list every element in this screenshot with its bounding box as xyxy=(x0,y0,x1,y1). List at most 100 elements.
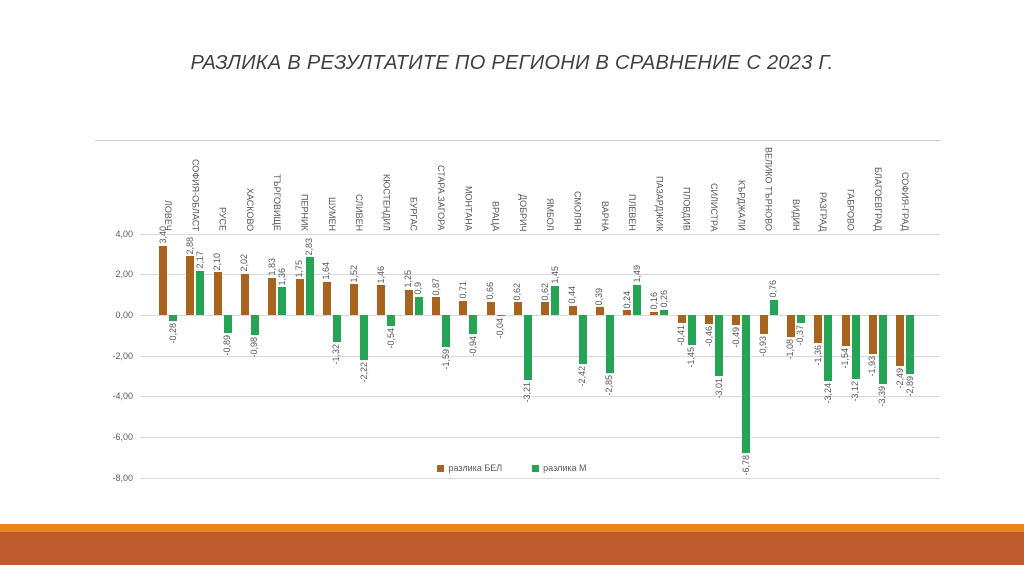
value-label: 1,46 xyxy=(375,265,386,284)
bar xyxy=(595,307,604,315)
bar xyxy=(496,315,505,316)
value-label: -0,89 xyxy=(222,335,233,356)
bar xyxy=(350,284,359,315)
legend-label-bel: разлика БЕЛ xyxy=(448,463,503,473)
category-label: ВЕЛИКО ТЪРНОВО xyxy=(763,147,774,231)
value-label: -0,93 xyxy=(758,335,769,357)
bar xyxy=(469,315,478,335)
bar xyxy=(633,284,642,315)
footer-accent-stripe xyxy=(0,524,1024,532)
gridline xyxy=(140,234,940,235)
bar xyxy=(278,287,287,315)
bar xyxy=(623,310,632,315)
bar xyxy=(213,272,222,315)
value-label: -0,49 xyxy=(730,327,741,348)
value-label: -1,54 xyxy=(840,348,850,369)
bar xyxy=(814,315,823,343)
bar xyxy=(650,311,659,315)
bar xyxy=(459,300,468,315)
value-label: 0,24 xyxy=(621,290,632,309)
category-label: ДОБРИЧ xyxy=(517,193,528,231)
gridline xyxy=(140,315,940,316)
bar xyxy=(906,315,915,374)
bar xyxy=(360,315,369,361)
bar xyxy=(541,302,550,315)
y-axis-tick-label: 4,00 xyxy=(115,229,133,239)
value-label: 0,62 xyxy=(539,282,550,301)
bar xyxy=(742,315,751,453)
chart-title: РАЗЛИКА В РЕЗУЛТАТИТЕ ПО РЕГИОНИ В СРАВН… xyxy=(190,52,834,74)
value-label: -0,37 xyxy=(795,324,806,346)
value-label: 1,52 xyxy=(348,264,359,283)
y-axis-tick-label: -8,00 xyxy=(112,473,133,483)
category-label: ПЛОВДИВ xyxy=(681,187,692,231)
category-label: ЛОВЕЧ xyxy=(163,200,173,231)
bar xyxy=(432,297,440,315)
bar xyxy=(196,270,205,315)
bar xyxy=(578,315,587,365)
y-axis-tick-label: 2,00 xyxy=(115,269,133,279)
bar xyxy=(486,301,495,315)
bar xyxy=(442,315,450,348)
category-label: ВИДИН xyxy=(790,199,801,231)
value-label: 1,49 xyxy=(631,265,642,283)
bar xyxy=(786,315,795,337)
category-label: КЮСТЕНДИЛ xyxy=(381,174,392,231)
value-label: 2,17 xyxy=(194,251,205,269)
value-label: 1,64 xyxy=(321,262,332,280)
bar xyxy=(841,315,850,347)
bar xyxy=(268,277,277,315)
bar xyxy=(250,315,259,335)
value-label: 3,40 xyxy=(157,226,168,244)
value-label: 0,39 xyxy=(594,287,605,306)
value-label: -0,54 xyxy=(385,328,396,349)
bar xyxy=(551,285,560,315)
category-label: ШУМЕН xyxy=(326,197,337,231)
category-label: ХАСКОВО xyxy=(244,187,255,231)
category-label: КЪРДЖАЛИ xyxy=(736,180,747,231)
bar xyxy=(705,315,713,325)
bar xyxy=(605,315,614,373)
value-label: -3,12 xyxy=(850,380,860,402)
value-label: -0,41 xyxy=(676,325,687,346)
bar xyxy=(677,315,686,324)
category-label: РАЗГРАД xyxy=(818,191,829,231)
bar xyxy=(305,257,314,315)
value-label: -2,42 xyxy=(577,366,587,387)
value-label: 1,75 xyxy=(294,259,304,278)
category-label: СМОЛЯН xyxy=(572,191,583,231)
legend-swatch-m xyxy=(532,464,540,472)
category-label: СЛИВЕН xyxy=(354,193,365,231)
value-label: 0,9 xyxy=(413,282,424,295)
category-label: ВРАЦА xyxy=(490,200,501,231)
chart-legend: разлика БЕЛ разлика М xyxy=(0,463,1024,473)
value-label: 2,02 xyxy=(239,254,250,272)
value-label: 1,36 xyxy=(276,267,287,286)
legend-label-m: разлика М xyxy=(543,463,587,473)
category-label: СИЛИСТРА xyxy=(709,182,719,231)
value-label: 0,71 xyxy=(457,281,468,299)
value-label: -0,98 xyxy=(249,336,260,358)
value-label: -2,22 xyxy=(358,362,369,383)
bar xyxy=(223,315,232,334)
bar xyxy=(715,315,723,377)
value-label: 0,26 xyxy=(658,290,669,308)
category-label: СОФИЯ-ОБЛАСТ xyxy=(190,158,201,231)
bar xyxy=(824,315,833,381)
gridline xyxy=(140,437,940,438)
y-axis-tick-label: -4,00 xyxy=(112,391,133,401)
bar xyxy=(868,315,877,355)
category-label: ТЪРГОВИЩЕ xyxy=(272,174,283,231)
value-label: -1,93 xyxy=(867,356,878,377)
value-label: 0,66 xyxy=(485,282,496,300)
value-label: -3,24 xyxy=(822,382,833,404)
value-label: 1,45 xyxy=(549,265,560,284)
category-label: ПАЗАРДЖИК xyxy=(654,175,665,231)
y-axis-tick-label: 0,00 xyxy=(115,310,133,320)
y-axis-tick-label: -2,00 xyxy=(112,351,133,361)
bar xyxy=(404,289,413,315)
value-label: -3,21 xyxy=(522,382,533,403)
category-label: РУСЕ xyxy=(217,206,228,231)
bar xyxy=(322,281,331,315)
